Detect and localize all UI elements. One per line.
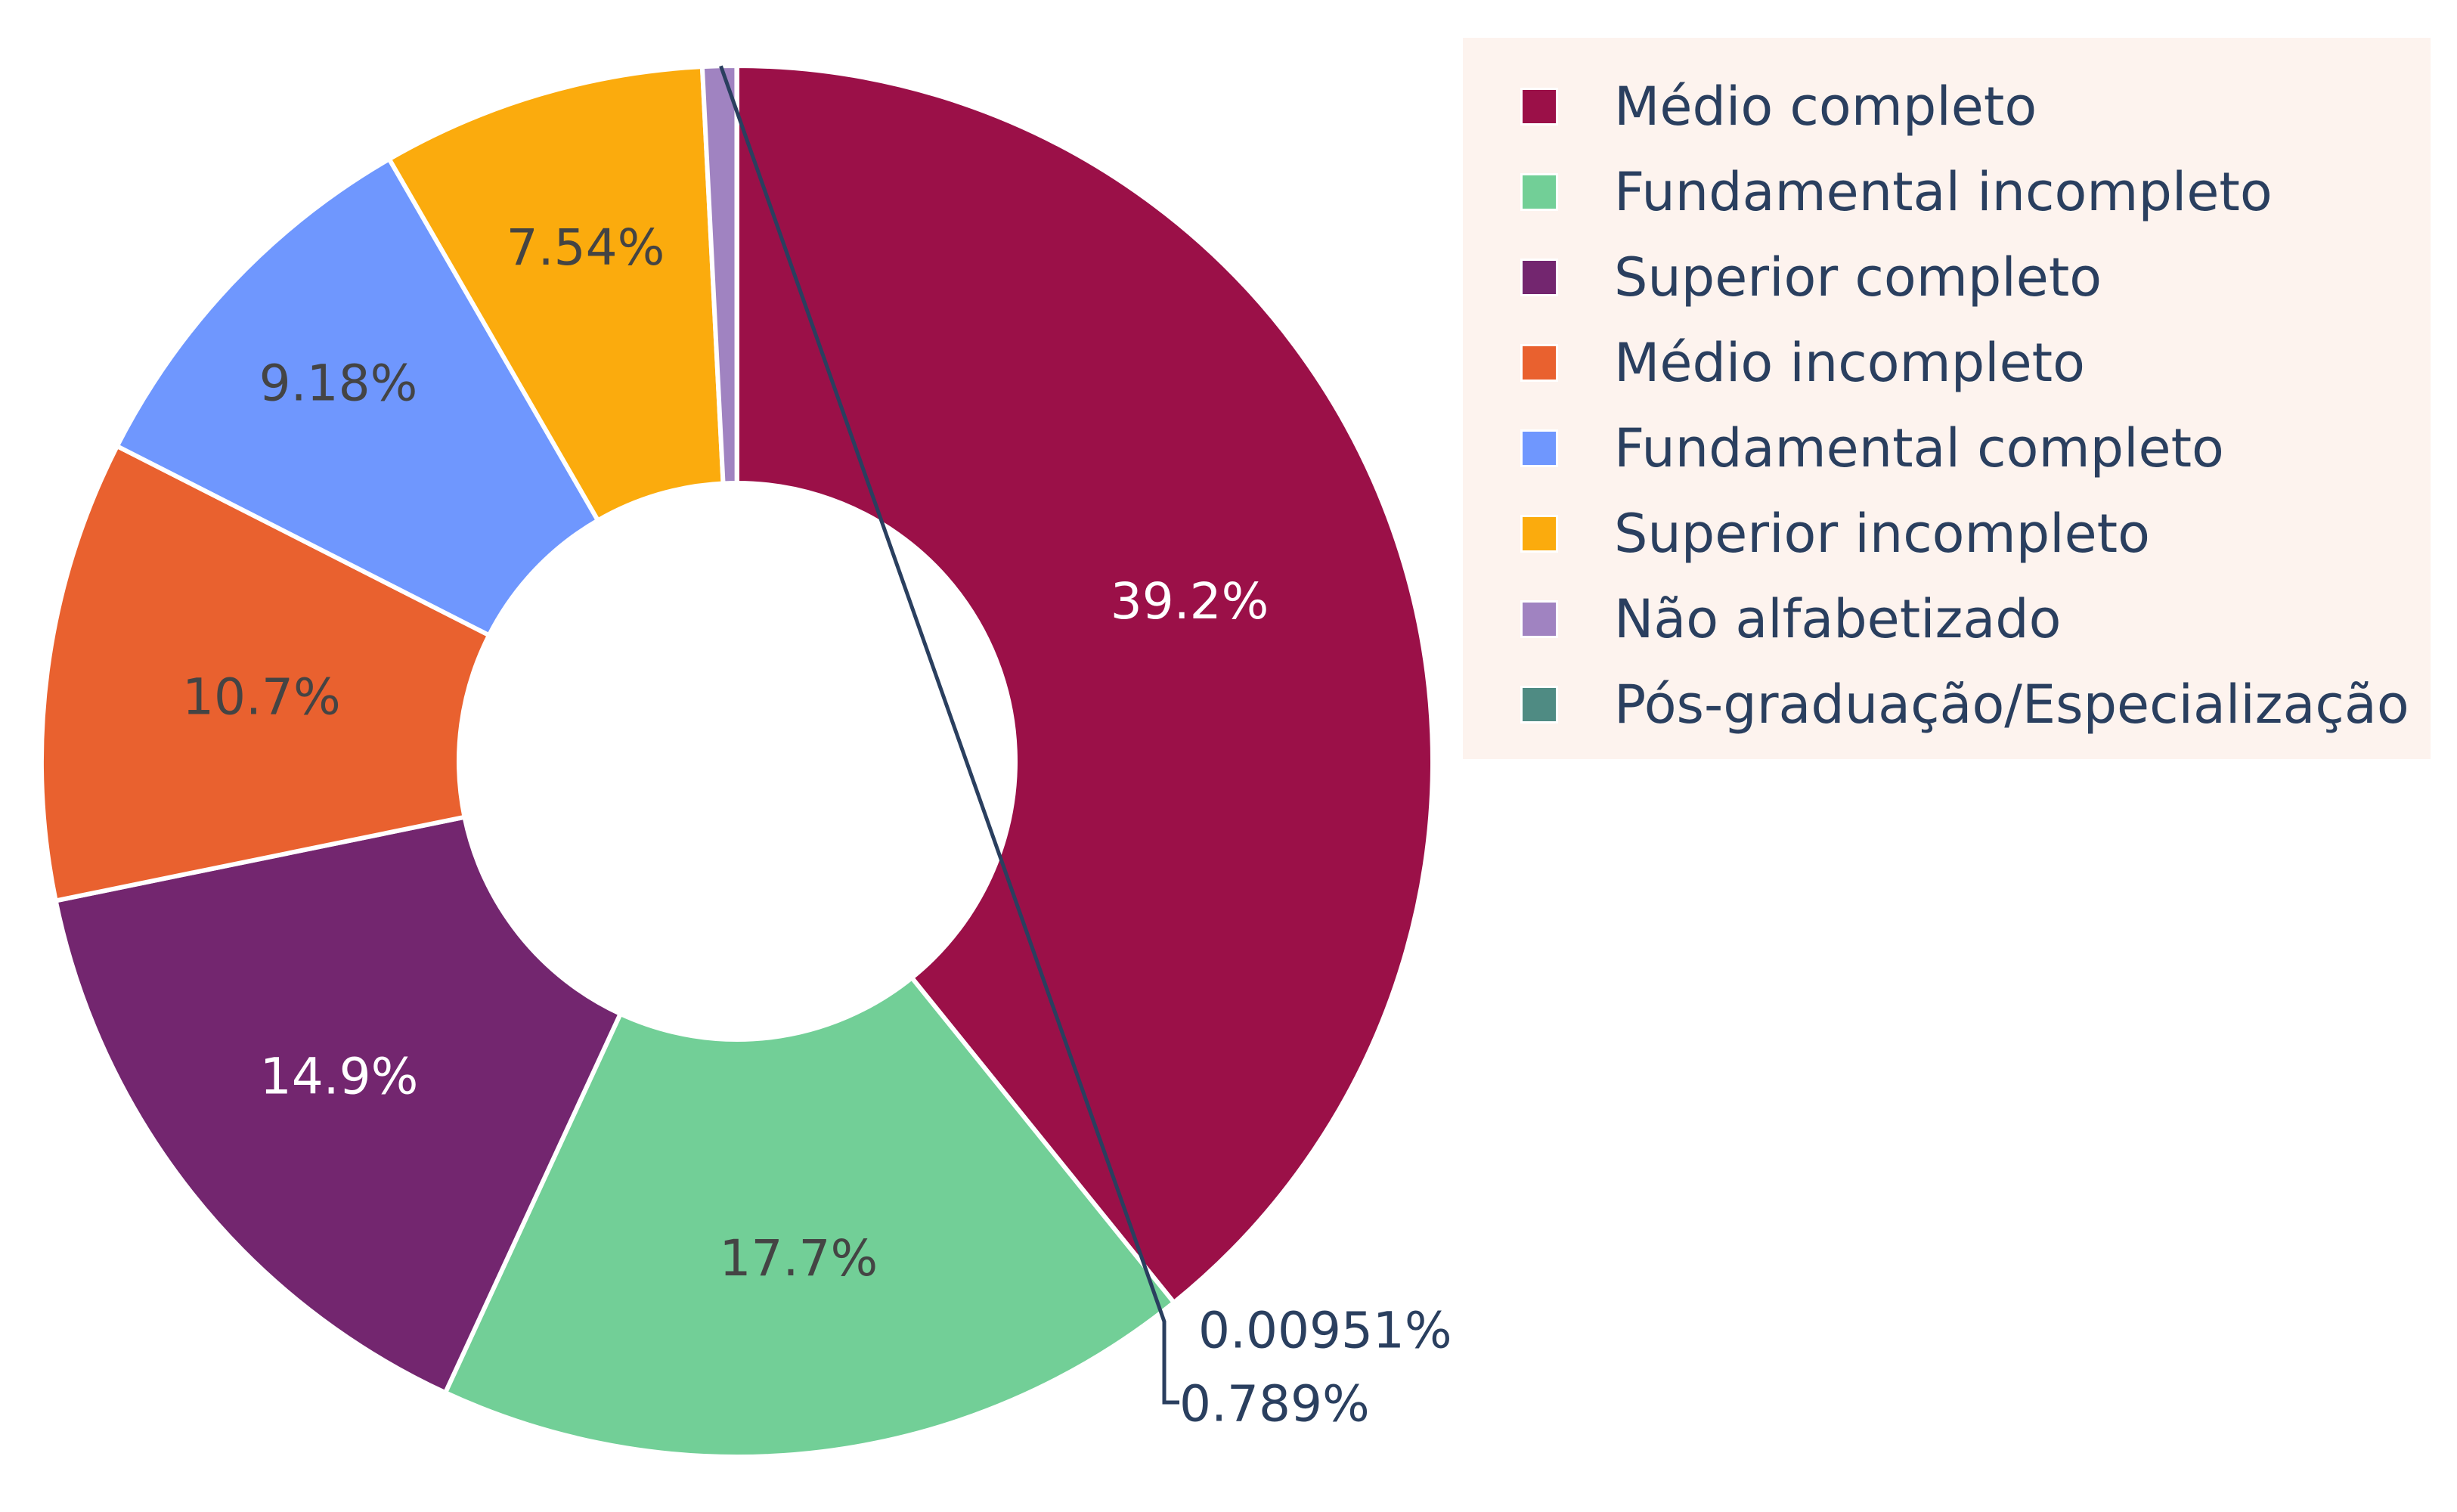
slice-fundamental-incompleto[interactable] bbox=[442, 974, 1178, 1459]
slice-labels: 39.2% 17.7% 14.9% 10.7% 9.18% 7.54% 0.00951% 0.… bbox=[182, 65, 1452, 1433]
legend-label: Não alfabetizado bbox=[1614, 587, 2062, 650]
label-medio-completo: 39.2% bbox=[1111, 572, 1269, 631]
legend-item-medio-incompleto[interactable]: Médio incompleto bbox=[1463, 320, 2431, 405]
legend-swatch bbox=[1520, 343, 1558, 382]
legend-swatch bbox=[1520, 429, 1558, 467]
legend-label: Médio incompleto bbox=[1614, 331, 2085, 394]
legend-swatch bbox=[1520, 600, 1558, 638]
legend-swatch bbox=[1520, 514, 1558, 553]
label-pos-graduacao-especializacao: 0.00951% bbox=[1198, 1302, 1452, 1360]
legend-item-superior-completo[interactable]: Superior completo bbox=[1463, 234, 2431, 320]
slice-fundamental-completo[interactable] bbox=[113, 156, 602, 639]
legend-item-nao-alfabetizado[interactable]: Não alfabetizado bbox=[1463, 576, 2431, 662]
label-fundamental-incompleto: 17.7% bbox=[719, 1229, 878, 1287]
label-fundamental-completo: 9.18% bbox=[259, 355, 418, 413]
slice-superior-completo[interactable] bbox=[53, 814, 624, 1396]
slice-medio-incompleto[interactable] bbox=[39, 443, 492, 904]
legend-label: Superior completo bbox=[1614, 246, 2102, 308]
slice-medio-completo[interactable] bbox=[735, 63, 1435, 1306]
legend-label: Pós-graduação/Especialização bbox=[1614, 673, 2409, 736]
legend-swatch bbox=[1520, 685, 1558, 723]
legend-swatch bbox=[1520, 87, 1558, 125]
legend-swatch bbox=[1520, 172, 1558, 211]
label-medio-incompleto: 10.7% bbox=[182, 668, 341, 727]
legend-item-pos-graduacao-especializacao[interactable]: Pós-graduação/Especialização bbox=[1463, 662, 2431, 747]
donut-slices bbox=[39, 63, 1435, 1459]
legend-item-fundamental-incompleto[interactable]: Fundamental incompleto bbox=[1463, 149, 2431, 234]
legend-item-medio-completo[interactable]: Médio completo bbox=[1463, 64, 2431, 149]
label-superior-incompleto: 7.54% bbox=[507, 218, 665, 277]
legend-swatch bbox=[1520, 258, 1558, 296]
legend-label: Superior incompleto bbox=[1614, 502, 2150, 565]
leader-line bbox=[719, 65, 1179, 1405]
legend-label: Fundamental completo bbox=[1614, 417, 2224, 479]
legend: Médio completo Fundamental incompleto Supe… bbox=[1463, 38, 2431, 759]
legend-label: Fundamental incompleto bbox=[1614, 160, 2273, 223]
legend-item-fundamental-completo[interactable]: Fundamental completo bbox=[1463, 405, 2431, 491]
label-nao-alfabetizado: 0.789% bbox=[1179, 1375, 1370, 1433]
slice-pos-graduacao-especializacao[interactable] bbox=[734, 63, 739, 486]
legend-label: Médio completo bbox=[1614, 75, 2037, 138]
legend-item-superior-incompleto[interactable]: Superior incompleto bbox=[1463, 491, 2431, 576]
label-superior-completo: 14.9% bbox=[260, 1048, 419, 1106]
slice-superior-incompleto[interactable] bbox=[386, 64, 726, 524]
